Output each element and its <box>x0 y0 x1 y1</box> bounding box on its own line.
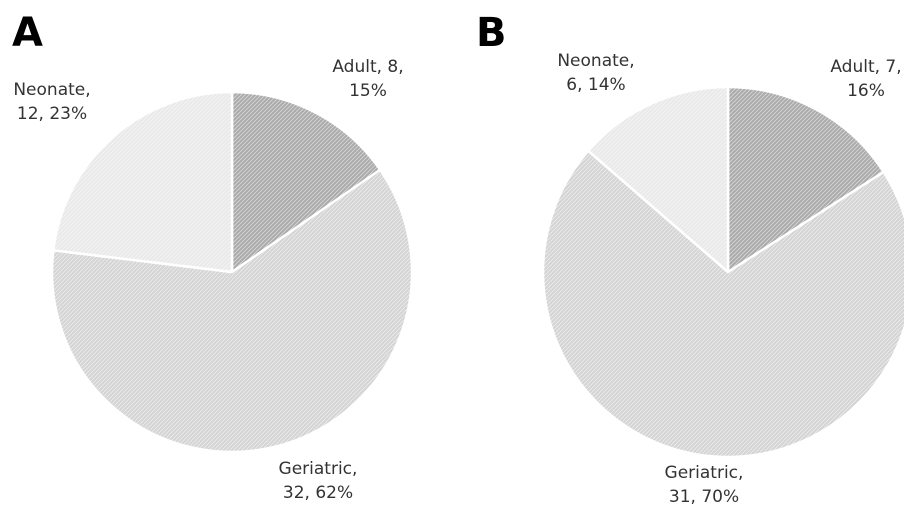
pie-a-label-neonate: Neonate, 12, 23% <box>13 80 90 124</box>
pie-b-label-neonate-line-1: Neonate, <box>557 51 634 71</box>
pie-b-label-adult-line-1: Adult, 7, <box>830 57 901 77</box>
pie-b-label-geriatric-line-1: Geriatric, <box>665 463 744 483</box>
pie-a-label-neonate-line-2: 12, 23% <box>17 104 87 124</box>
pie-chart-b: B Adult, 7, 16% Geriatric, 31, 70% Neonate, 6… <box>476 10 904 507</box>
pie-b-labels: Adult, 7, 16% Geriatric, 31, 70% Neonate, 6, … <box>557 51 901 507</box>
panel-label-b: B <box>476 10 507 56</box>
pie-a-label-adult-line-2: 15% <box>349 81 387 101</box>
pie-a-label-adult: Adult, 8, 15% <box>332 57 403 101</box>
pie-a-label-geriatric-line-1: Geriatric, <box>279 459 358 479</box>
pie-a-slices <box>50 90 414 454</box>
pie-b-label-geriatric-line-2: 31, 70% <box>669 487 739 507</box>
pie-a-label-neonate-line-1: Neonate, <box>13 80 90 100</box>
pie-b-slices <box>541 85 904 459</box>
pie-b-label-neonate-line-2: 6, 14% <box>566 75 625 95</box>
pie-a-labels: Adult, 8, 15% Geriatric, 32, 62% Neonate, 12,… <box>13 57 403 503</box>
pie-a-label-geriatric-line-2: 32, 62% <box>283 483 353 503</box>
pie-b-label-geriatric: Geriatric, 31, 70% <box>665 463 744 507</box>
panel-label-a: A <box>12 10 43 56</box>
pie-chart-a: A Adult, 8, 15% Geriatric, 32, 62% Neonate, 1… <box>12 10 414 503</box>
pie-a-label-adult-line-1: Adult, 8, <box>332 57 403 77</box>
pie-b-label-adult: Adult, 7, 16% <box>830 57 901 101</box>
pie-a-label-geriatric: Geriatric, 32, 62% <box>279 459 358 503</box>
pie-b-label-adult-line-2: 16% <box>847 81 885 101</box>
pie-b-label-neonate: Neonate, 6, 14% <box>557 51 634 95</box>
